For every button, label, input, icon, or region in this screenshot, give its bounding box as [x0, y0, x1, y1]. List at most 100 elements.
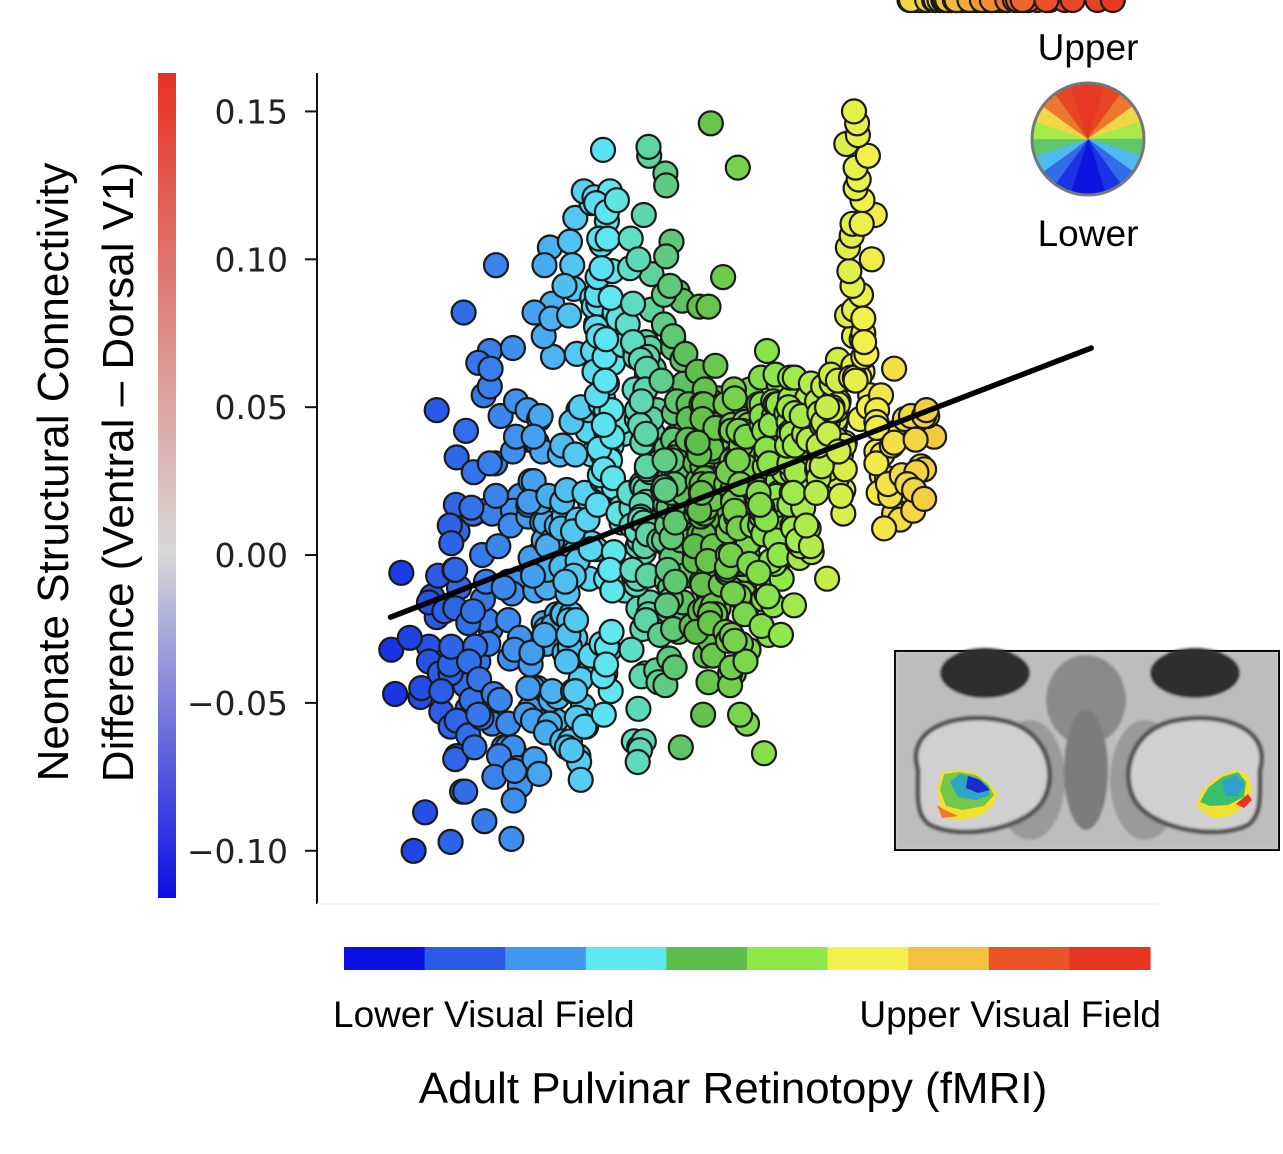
scatter-point	[648, 367, 675, 394]
scatter-point	[412, 799, 439, 826]
scatter-point	[476, 450, 503, 477]
scatter-point	[458, 494, 485, 521]
scatter-point	[850, 329, 878, 356]
scatter-point	[562, 441, 589, 468]
x-color-scale-bar	[344, 947, 1151, 970]
scatter-point	[442, 556, 469, 583]
scatter-point	[382, 680, 409, 708]
y-axis-label-line1: Neonate Structural Connectivity	[29, 163, 78, 782]
scatter-point	[695, 293, 722, 320]
y-axis-label-line2: Difference (Ventral – Dorsal V1)	[94, 162, 143, 782]
scatter-point	[562, 606, 590, 634]
scatter-point	[863, 450, 890, 477]
scatter-point	[827, 482, 855, 509]
scatter-point	[558, 737, 585, 764]
scatter-point	[910, 485, 938, 512]
scatter-point	[625, 246, 652, 273]
scatter-point	[656, 272, 684, 299]
scatter-point	[836, 258, 863, 285]
scatter-point	[498, 825, 525, 853]
scatter-point	[689, 701, 717, 728]
y-tick-label: 0.10	[215, 240, 288, 279]
scatter-point	[599, 465, 627, 492]
scatter-point	[767, 621, 795, 649]
scatter-point	[880, 355, 908, 382]
scatter-point	[880, 429, 908, 456]
scatter-point	[571, 713, 598, 740]
scatter-point	[588, 255, 615, 282]
scatter-point	[848, 210, 875, 237]
scatter-point	[499, 334, 527, 362]
scatter-point	[653, 172, 680, 199]
scatter-point	[850, 305, 877, 332]
scatter-point	[515, 674, 542, 702]
scatter-point	[590, 701, 617, 728]
scatter-point	[486, 686, 513, 714]
scatter-point	[651, 447, 678, 474]
scatter-point	[531, 252, 558, 279]
scatter-point	[400, 837, 427, 864]
scatter-point	[551, 272, 578, 299]
wheel-rim	[1030, 81, 1146, 197]
x-color-bar-segment	[747, 947, 829, 970]
scatter-point	[443, 444, 470, 471]
scatter-point	[555, 302, 583, 329]
scatter-point	[477, 355, 504, 382]
scatter-point	[1009, 0, 1036, 14]
scatter-point	[450, 299, 477, 326]
scatter-point	[388, 559, 415, 586]
trend-line	[387, 345, 1094, 620]
scatter-point	[465, 701, 492, 728]
scatter-point	[635, 133, 662, 160]
scatter-point	[482, 252, 510, 279]
scatter-point	[589, 136, 617, 163]
scatter-point	[630, 201, 657, 229]
scatter-point	[471, 808, 498, 835]
scatter-point	[562, 204, 589, 231]
scatter-point	[592, 326, 620, 353]
scatter-point	[553, 648, 580, 675]
scatter-point	[652, 476, 679, 504]
scatter-point	[724, 154, 751, 181]
scatter-point	[842, 367, 869, 394]
scatter-point	[840, 98, 868, 125]
scatter-point	[780, 592, 808, 619]
scatter-point	[562, 677, 589, 705]
x-color-bar-segment	[1069, 947, 1151, 970]
scatter-point	[1033, 0, 1060, 14]
y-ticks: 0.15 0.10 0.05 0.00 −0.05 −0.10	[187, 92, 317, 871]
scatter-point	[596, 556, 624, 583]
scatter-point	[780, 479, 807, 506]
scatter-point	[452, 778, 479, 805]
y-tick-label: 0.00	[215, 536, 288, 575]
scatter-point	[592, 367, 619, 394]
scatter-point	[423, 397, 450, 424]
wheel-label-lower: Lower	[1038, 213, 1139, 254]
scatter-point	[667, 734, 694, 761]
x-color-bar-segment	[585, 947, 667, 970]
scatter-point	[726, 701, 754, 728]
scatter-point	[858, 246, 885, 273]
scatter-point	[594, 225, 621, 252]
x-color-bar-segment	[988, 947, 1070, 970]
y-color-scale-bar	[158, 73, 176, 898]
inset-brain-image	[894, 648, 1280, 851]
wheel-label-upper: Upper	[1038, 27, 1139, 68]
scatter-point	[482, 482, 510, 509]
scatter-point	[428, 677, 455, 705]
x-color-bar-segment	[908, 947, 990, 970]
x-color-bar-segment	[505, 947, 587, 970]
scatter-point	[902, 426, 929, 453]
scatter-point	[719, 580, 747, 607]
scatter-point	[378, 636, 405, 663]
scatter-point	[661, 654, 688, 681]
scatter-point	[746, 491, 774, 518]
x-range-label-high: Upper Visual Field	[859, 994, 1161, 1035]
scatter-point	[552, 568, 579, 595]
scatter-point	[695, 669, 722, 696]
scatter-point	[518, 639, 545, 666]
y-tick-label: 0.15	[215, 92, 288, 131]
scatter-point	[750, 740, 778, 767]
scatter-point	[556, 228, 584, 255]
